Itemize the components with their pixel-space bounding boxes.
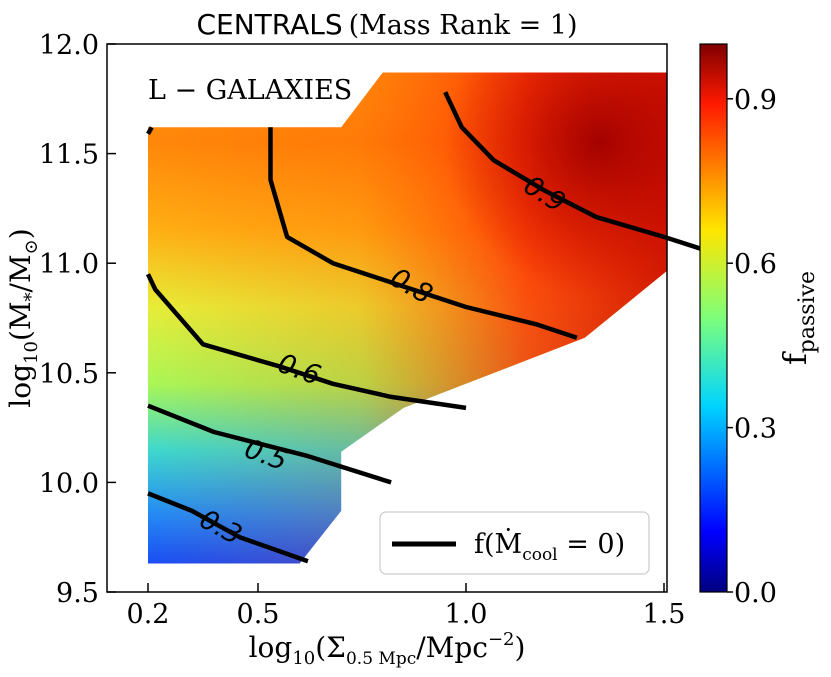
colorbar-tick-label: 0.3 xyxy=(734,414,777,445)
colorbar-ticks: 0.0 0.3 0.6 0.9 xyxy=(727,85,777,609)
colorbar-tick-label: 0.0 xyxy=(734,578,777,609)
y-tick-label: 12.0 xyxy=(39,30,99,61)
colorbar: 0.0 0.3 0.6 0.9 fpassive xyxy=(699,43,820,609)
heatmap-field xyxy=(148,72,667,564)
contour-line-0-8 xyxy=(146,126,154,136)
x-tick-label: 0.5 xyxy=(237,599,280,630)
title-main: CENTRALS xyxy=(196,8,342,41)
x-axis-label: log10(Σ0.5 Mpc/Mpc−2) xyxy=(249,629,526,669)
x-tick-label: 1.5 xyxy=(643,599,686,630)
legend-entry: f(Ṁcool = 0) xyxy=(474,527,625,565)
y-tick-label: 9.5 xyxy=(56,578,99,609)
y-axis-label: log10(M*/M⊙) xyxy=(4,228,42,407)
y-tick-label: 10.5 xyxy=(39,359,99,390)
y-axis: 9.5 10.0 10.5 11.0 11.5 12.0 xyxy=(39,30,116,609)
legend: f(Ṁcool = 0) xyxy=(379,511,650,575)
y-tick-label: 11.5 xyxy=(39,140,99,171)
x-tick-label: 0.2 xyxy=(127,599,170,630)
contour-line-0-9 xyxy=(443,91,713,255)
galaxy-annotation: L − GALAXIES xyxy=(148,75,352,106)
legend-box xyxy=(379,511,650,575)
colorbar-tick-label: 0.6 xyxy=(734,249,777,280)
contour-line-0-8-b xyxy=(268,127,578,340)
y-tick-label: 11.0 xyxy=(39,249,99,280)
contour-line-0-6 xyxy=(145,273,467,411)
colorbar-label: fpassive xyxy=(776,271,820,365)
chart-title: CENTRALS (Mass Rank = 1) xyxy=(196,8,577,41)
x-tick-label: 1.0 xyxy=(445,599,488,630)
y-tick-label: 10.0 xyxy=(39,468,99,499)
title-paren: (Mass Rank = 1) xyxy=(349,10,578,41)
colorbar-tick-label: 0.9 xyxy=(734,85,777,116)
colorbar-scale xyxy=(699,43,728,593)
contour-line-0-5 xyxy=(147,403,392,485)
x-axis: 0.2 0.5 1.0 1.5 xyxy=(127,583,686,630)
svg-text:CENTRALS(Mass Rank = 1): CENTRALS (Mass Rank = 1) xyxy=(196,8,577,41)
plot-frame xyxy=(106,43,668,593)
contour-line-0-3 xyxy=(147,491,309,564)
